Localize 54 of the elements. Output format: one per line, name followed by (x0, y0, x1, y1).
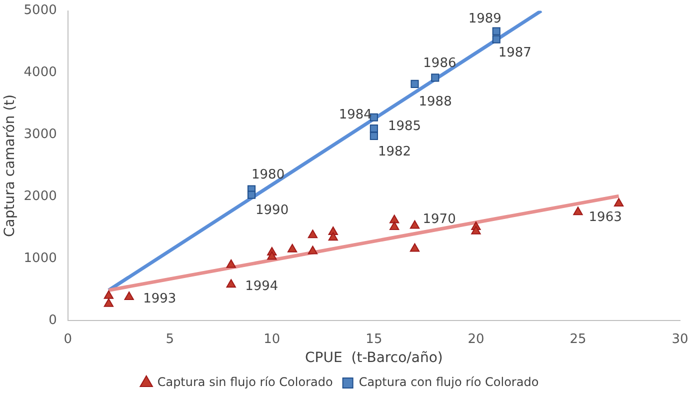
y-tick-label: 1000 (24, 251, 57, 266)
point (328, 232, 338, 241)
point (308, 230, 318, 238)
point (226, 279, 236, 288)
x-tick-label: 20 (468, 332, 484, 347)
y-tick-label: 0 (48, 312, 57, 328)
legend-label: Captura con flujo río Colorado (358, 375, 539, 390)
annotation: 1963 (588, 210, 622, 225)
x-tick-label: 25 (570, 332, 586, 347)
y-axis-title: Captura camarón (t) (2, 94, 18, 238)
point (370, 124, 378, 133)
point (226, 259, 236, 268)
point (390, 214, 400, 224)
annotation: 1986 (423, 56, 456, 72)
annotation: 1988 (418, 94, 452, 110)
x-axis-title: CPUE (t-Barco/año) (305, 350, 443, 366)
annotation: 1985 (388, 118, 422, 134)
y-tick-label: 3000 (24, 127, 57, 142)
annotation: 1990 (256, 203, 289, 218)
annotation: 1987 (498, 46, 532, 61)
point (410, 80, 419, 88)
point (104, 298, 114, 307)
point (308, 246, 318, 254)
annotation: 1989 (468, 12, 502, 27)
point (431, 74, 440, 82)
annotation: 1982 (378, 144, 412, 160)
x-tick-label: 5 (166, 332, 174, 347)
annotation: 1970 (422, 212, 456, 228)
point (410, 220, 420, 229)
legend-label: Captura sin flujo río Colorado (157, 375, 333, 390)
point (471, 226, 481, 234)
point (287, 244, 298, 252)
annotation: 1994 (245, 279, 278, 294)
x-tick-label: 10 (264, 332, 280, 347)
point (492, 27, 500, 36)
y-tick-label: 5000 (24, 3, 57, 18)
x-tick-label: 30 (672, 332, 688, 347)
x-tick-label: 0 (64, 332, 72, 347)
point (390, 222, 400, 230)
x-tick-label: 15 (366, 332, 382, 347)
point (573, 206, 583, 216)
point (492, 35, 500, 44)
point (370, 132, 378, 140)
annotation: 1980 (252, 168, 285, 183)
point (614, 198, 624, 206)
point (124, 292, 134, 300)
point (267, 251, 277, 260)
y-tick-label: 2000 (24, 189, 57, 204)
y-tick-label: 4000 (24, 65, 57, 80)
point (410, 243, 420, 252)
point (247, 190, 256, 199)
annotation: 1984 (338, 108, 372, 123)
point (104, 290, 114, 299)
annotation: 1993 (143, 291, 176, 306)
